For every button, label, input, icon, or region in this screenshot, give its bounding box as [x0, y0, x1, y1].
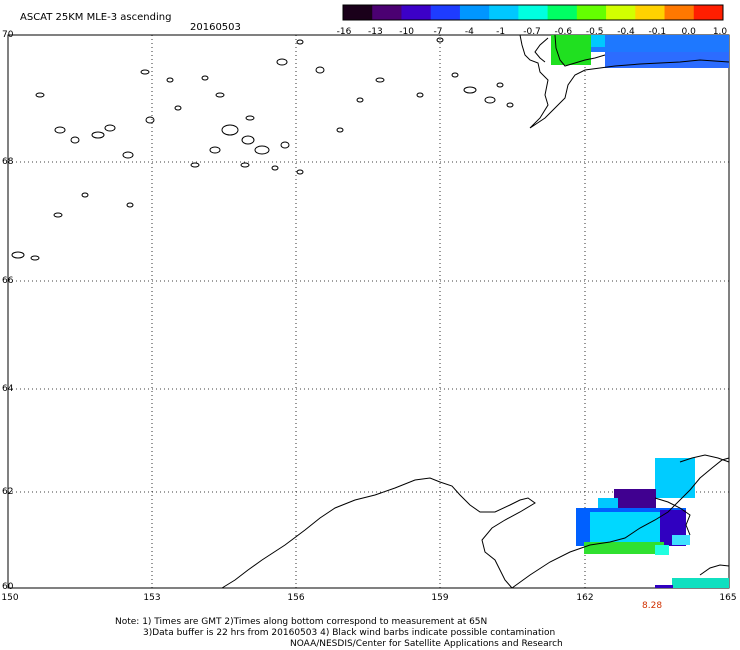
colorbar-border: [342, 4, 724, 21]
colorbar-label: 1.0: [712, 27, 728, 37]
colorbar-label: 0.0: [681, 27, 696, 37]
colorbar-label: -0.6: [554, 27, 573, 37]
map-frame: [7, 34, 730, 589]
lakes: [11, 37, 514, 261]
wind-swath-south: [576, 458, 729, 588]
colorbar-label: -0.1: [648, 27, 667, 37]
colorbar-label: -0.5: [585, 27, 604, 37]
note-line-2: 3)Data buffer is 22 hrs from 20160503 4)…: [143, 628, 556, 638]
note-line-3: NOAA/NESDIS/Center for Satellite Applica…: [290, 639, 563, 649]
colorbar-swatch: [664, 5, 695, 20]
lon-label-150: 150: [1, 593, 19, 603]
colorbar-swatch: [343, 5, 373, 20]
time-label: 8.28: [642, 601, 663, 611]
colorbar: [342, 4, 724, 21]
colorbar-swatch: [693, 5, 724, 20]
coastline: [221, 34, 730, 589]
colorbar-swatch: [372, 5, 402, 20]
lon-label-153: 153: [143, 593, 161, 603]
colorbar-swatch: [635, 5, 666, 20]
colorbar-label: -0.4: [617, 27, 635, 37]
colorbar-label: -7: [433, 27, 443, 37]
colorbar-label: -0.7: [523, 27, 541, 37]
colorbar-swatch: [459, 5, 490, 20]
colorbar-swatch: [576, 5, 607, 20]
lat-label-62: 62: [2, 487, 14, 497]
lat-label-68: 68: [2, 157, 14, 167]
lat-label-60: 60: [2, 582, 14, 592]
lat-label-66: 66: [2, 276, 14, 286]
colorbar-label: -1: [496, 27, 506, 37]
colorbar-swatch: [606, 5, 636, 20]
colorbar-label: -16: [336, 27, 352, 37]
colorbar-swatch: [518, 5, 549, 20]
colorbar-label: -4: [464, 27, 474, 37]
map-title: ASCAT 25KM MLE-3 ascending: [20, 12, 172, 23]
colorbar-swatch: [401, 5, 432, 20]
lat-label-64: 64: [2, 384, 14, 394]
lon-label-156: 156: [287, 593, 305, 603]
lon-label-165: 165: [719, 593, 737, 603]
lon-label-162: 162: [576, 593, 594, 603]
graticule: [8, 35, 729, 588]
colorbar-swatch: [547, 5, 578, 20]
note-line-1: Note: 1) Times are GMT 2)Times along bot…: [115, 617, 488, 627]
colorbar-label: -10: [399, 27, 415, 37]
lon-label-159: 159: [431, 593, 449, 603]
colorbar-label: -13: [367, 27, 383, 37]
colorbar-swatch: [489, 5, 519, 20]
wind-swath-north: [551, 35, 729, 68]
map-date: 20160503: [190, 22, 241, 33]
lat-label-70: 70: [2, 30, 14, 40]
colorbar-swatch: [430, 5, 461, 20]
